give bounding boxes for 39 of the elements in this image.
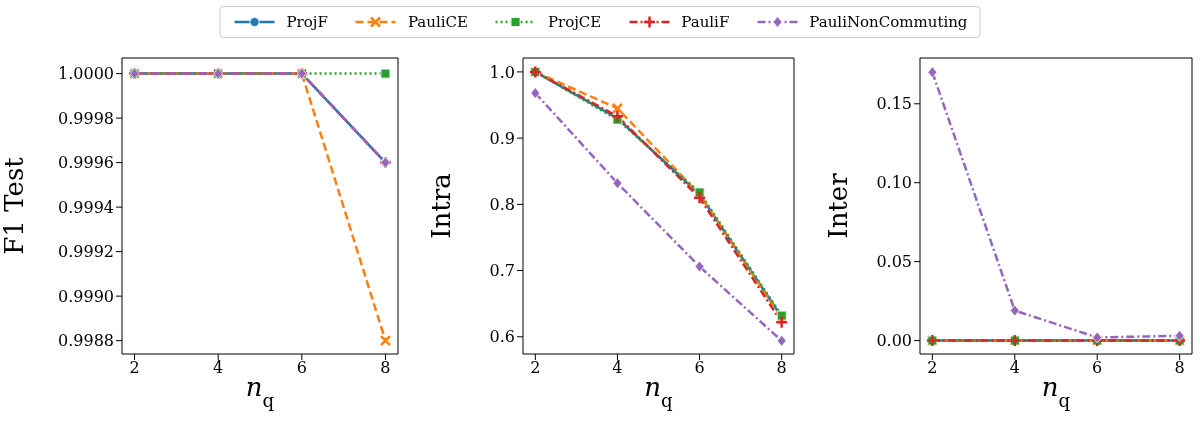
x-tick-label: 4 xyxy=(213,358,224,378)
x-axis-title: n$_{q}$ xyxy=(245,372,275,411)
x-axis-title: n$_{q}$ xyxy=(1041,372,1071,411)
y-tick-label: 0.8 xyxy=(489,195,515,215)
x-tick-label: 2 xyxy=(129,358,140,378)
y-tick-label: 0.9994 xyxy=(58,197,114,217)
y-axis-title: F1 Test xyxy=(0,156,29,255)
y-axis-title: Inter xyxy=(823,172,853,239)
y-tick-label: 0.9998 xyxy=(58,108,114,128)
x-tick-label: 4 xyxy=(1009,358,1020,378)
y-tick-label: 0.9990 xyxy=(58,286,114,306)
x-tick-label: 2 xyxy=(530,358,541,378)
x-tick-label: 6 xyxy=(694,358,705,378)
x-tick-label: 6 xyxy=(1092,358,1103,378)
legend-label: PauliCE xyxy=(407,13,468,31)
legend-label: ProjCE xyxy=(547,13,602,31)
y-tick-label: 0.7 xyxy=(489,261,515,281)
legend-label: PauliNonCommuting xyxy=(809,13,968,31)
x-tick-label: 8 xyxy=(776,358,787,378)
legend-label: ProjF xyxy=(286,13,328,31)
y-tick-label: 0.00 xyxy=(876,331,912,351)
x-tick-label: 6 xyxy=(296,358,307,378)
x-tick-label: 8 xyxy=(380,358,391,378)
y-tick-label: 1.0000 xyxy=(58,64,114,84)
y-tick-label: 0.9988 xyxy=(58,331,114,351)
x-axis-title: n$_{q}$ xyxy=(644,372,674,411)
legend-label: PauliF xyxy=(681,13,730,31)
x-tick-label: 4 xyxy=(612,358,623,378)
x-tick-label: 8 xyxy=(1174,358,1185,378)
x-tick-label: 2 xyxy=(927,358,938,378)
y-tick-label: 0.05 xyxy=(876,252,912,272)
y-tick-label: 1.0 xyxy=(489,62,515,82)
y-axis-title: Intra xyxy=(426,173,456,239)
y-tick-label: 0.6 xyxy=(489,327,515,347)
y-tick-label: 0.9992 xyxy=(58,242,114,262)
y-tick-label: 0.9996 xyxy=(58,153,114,173)
y-tick-label: 0.10 xyxy=(876,173,912,193)
y-tick-label: 0.9 xyxy=(489,128,515,148)
y-tick-label: 0.15 xyxy=(876,94,912,114)
